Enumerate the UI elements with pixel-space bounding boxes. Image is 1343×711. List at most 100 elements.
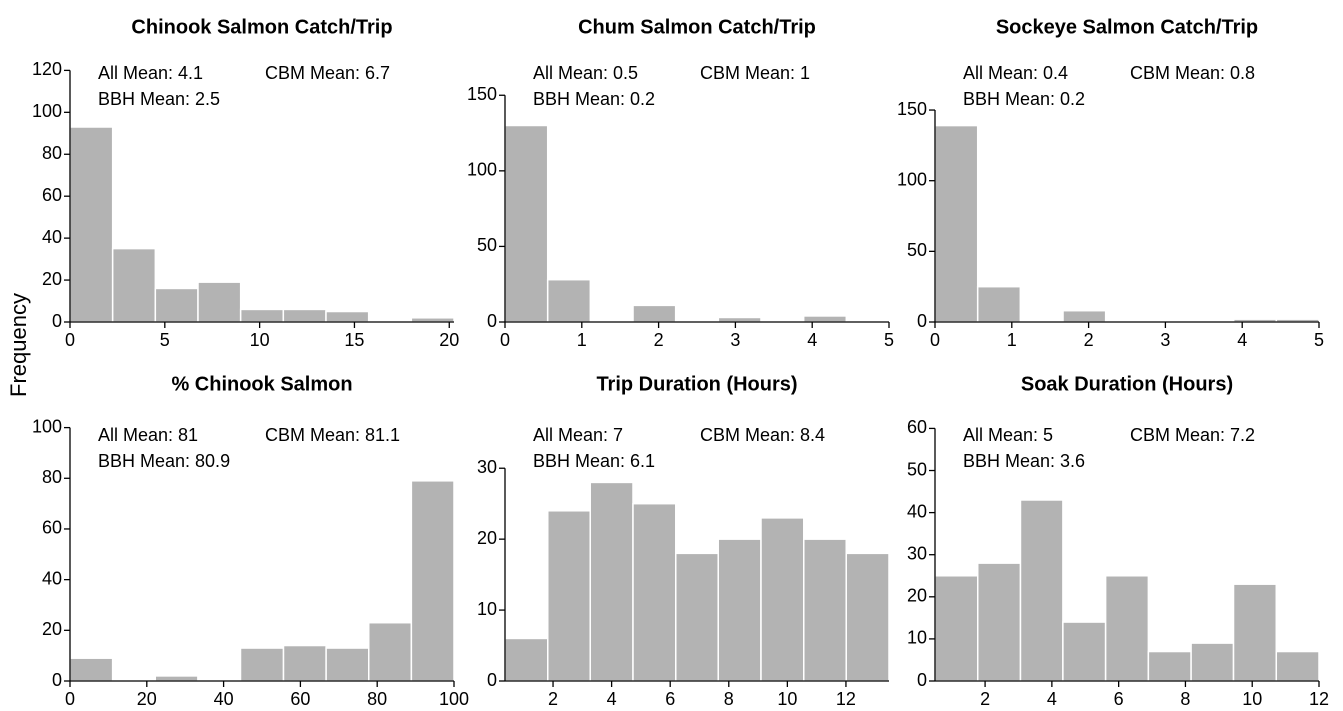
y-tick-label: 0 xyxy=(52,311,62,331)
bar xyxy=(239,647,285,682)
bar xyxy=(154,287,199,323)
chart-title: Chum Salmon Catch/Trip xyxy=(578,16,816,38)
y-tick-label: 100 xyxy=(32,416,62,436)
x-tick-label: 60 xyxy=(290,689,310,709)
bar xyxy=(197,281,242,323)
chart-title: Trip Duration (Hours) xyxy=(596,373,797,395)
annotation: All Mean: 81 xyxy=(98,425,198,445)
bar xyxy=(325,647,370,682)
x-tick-label: 4 xyxy=(1047,689,1057,709)
y-tick-label: 30 xyxy=(907,543,927,563)
x-tick-label: 12 xyxy=(1309,689,1329,709)
annotation: CBM Mean: 6.7 xyxy=(265,63,390,83)
x-tick-label: 80 xyxy=(367,689,387,709)
annotation: BBH Mean: 2.5 xyxy=(98,89,220,109)
bar xyxy=(410,480,455,682)
bar xyxy=(504,124,549,323)
bar xyxy=(282,308,327,323)
chart-title: Sockeye Salmon Catch/Trip xyxy=(996,16,1258,38)
bar xyxy=(1019,499,1064,682)
y-tick-label: 20 xyxy=(42,619,62,639)
annotation: CBM Mean: 0.8 xyxy=(1130,63,1255,83)
annotation: All Mean: 7 xyxy=(533,425,623,445)
x-tick-label: 4 xyxy=(807,330,817,350)
bar xyxy=(368,621,413,682)
bar xyxy=(69,126,114,323)
bar xyxy=(547,510,591,682)
x-tick-label: 40 xyxy=(214,689,234,709)
bar xyxy=(1062,309,1107,323)
y-tick-label: 10 xyxy=(477,599,497,619)
x-tick-label: 8 xyxy=(1180,689,1190,709)
annotation: BBH Mean: 0.2 xyxy=(533,89,655,109)
x-tick-label: 3 xyxy=(1160,330,1170,350)
bar xyxy=(1062,621,1107,682)
x-tick-label: 12 xyxy=(836,689,856,709)
x-tick-label: 5 xyxy=(160,330,170,350)
x-tick-label: 0 xyxy=(65,330,75,350)
x-tick-label: 1 xyxy=(1007,330,1017,350)
x-tick-label: 2 xyxy=(548,689,558,709)
y-tick-label: 100 xyxy=(897,169,927,189)
y-tick-label: 0 xyxy=(917,670,927,690)
x-tick-label: 8 xyxy=(724,689,734,709)
bar xyxy=(976,285,1022,323)
y-tick-label: 20 xyxy=(42,269,62,289)
x-tick-label: 100 xyxy=(439,689,469,709)
bar xyxy=(504,637,549,682)
bar xyxy=(589,481,634,682)
y-tick-label: 80 xyxy=(42,143,62,163)
x-tick-label: 0 xyxy=(930,330,940,350)
x-tick-label: 5 xyxy=(884,330,894,350)
annotation: CBM Mean: 8.4 xyxy=(700,425,825,445)
y-tick-label: 0 xyxy=(917,311,927,331)
bar xyxy=(803,538,847,682)
bar xyxy=(934,575,979,682)
bar xyxy=(1104,575,1150,682)
x-tick-label: 10 xyxy=(1242,689,1262,709)
y-tick-label: 120 xyxy=(32,59,62,79)
annotation: CBM Mean: 81.1 xyxy=(265,425,400,445)
bar xyxy=(717,538,762,682)
x-tick-label: 4 xyxy=(1237,330,1247,350)
bar xyxy=(154,675,199,682)
bar xyxy=(760,517,805,682)
y-tick-label: 150 xyxy=(467,84,497,104)
bar xyxy=(325,310,370,323)
x-tick-label: 0 xyxy=(500,330,510,350)
bar xyxy=(239,308,285,323)
y-tick-label: 20 xyxy=(477,528,497,548)
bar xyxy=(845,552,890,682)
bar xyxy=(1232,583,1278,682)
y-tick-label: 100 xyxy=(32,101,62,121)
y-tick-label: 50 xyxy=(907,240,927,260)
y-tick-label: 0 xyxy=(487,670,497,690)
y-tick-label: 10 xyxy=(907,628,927,648)
y-tick-label: 50 xyxy=(477,235,497,255)
y-tick-label: 20 xyxy=(907,586,927,606)
x-tick-label: 15 xyxy=(344,330,364,350)
y-axis-label: Frequency xyxy=(6,293,31,397)
annotation: All Mean: 5 xyxy=(963,425,1053,445)
annotation: All Mean: 0.4 xyxy=(963,63,1068,83)
bar xyxy=(69,657,114,682)
y-tick-label: 80 xyxy=(42,467,62,487)
x-tick-label: 1 xyxy=(577,330,587,350)
x-tick-label: 0 xyxy=(65,689,75,709)
y-tick-label: 40 xyxy=(907,501,927,521)
y-tick-label: 30 xyxy=(477,457,497,477)
x-tick-label: 4 xyxy=(607,689,617,709)
bar xyxy=(717,316,762,323)
bar xyxy=(976,562,1022,682)
bar xyxy=(675,552,719,682)
chart-title: Chinook Salmon Catch/Trip xyxy=(131,16,392,38)
y-tick-label: 60 xyxy=(42,518,62,538)
annotation: All Mean: 4.1 xyxy=(98,63,203,83)
x-tick-label: 5 xyxy=(1314,330,1324,350)
bar xyxy=(1275,650,1320,682)
y-tick-label: 40 xyxy=(42,227,62,247)
y-tick-label: 40 xyxy=(42,568,62,588)
x-tick-label: 10 xyxy=(250,330,270,350)
